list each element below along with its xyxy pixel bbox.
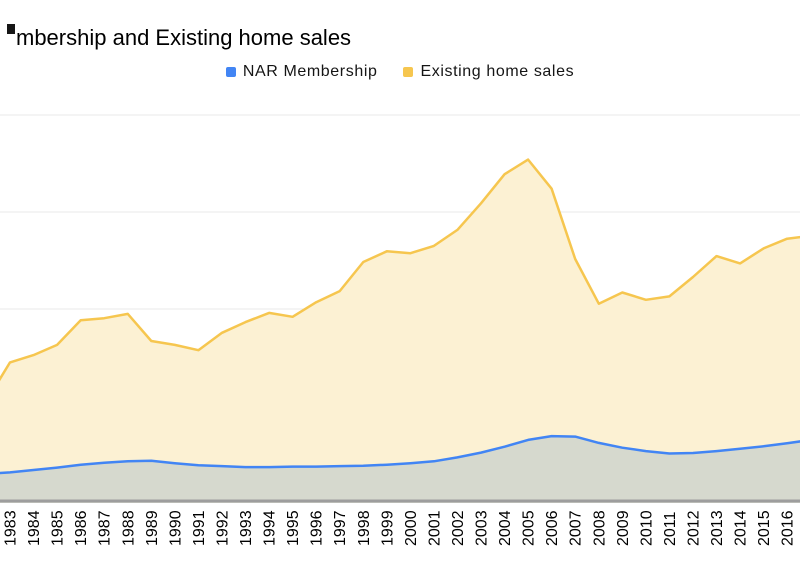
x-axis-label: 1983: [3, 510, 20, 546]
x-axis-label: 1985: [50, 510, 67, 546]
x-axis-line: [0, 499, 800, 503]
x-axis-label: 1989: [144, 510, 161, 546]
x-axis-label: 2015: [756, 510, 773, 546]
x-axis-label: 2003: [474, 510, 491, 546]
x-axis-label: 1999: [379, 510, 396, 546]
x-axis-label: 2013: [709, 510, 726, 546]
legend-label: Existing home sales: [420, 63, 575, 80]
x-axis-label: 2006: [544, 510, 561, 546]
legend-swatch-blue: [225, 67, 236, 77]
nar-membership-line: [0, 434, 800, 475]
x-axis-label: 1991: [191, 510, 208, 546]
x-axis-label: 1986: [73, 510, 90, 546]
legend-swatch-yellow: [403, 67, 414, 77]
x-axis-label: 2014: [733, 510, 750, 546]
x-axis-label: 2000: [403, 510, 420, 546]
x-axis-label: 2008: [591, 510, 608, 546]
x-axis-label: 1996: [309, 510, 326, 546]
x-axis-label: 1990: [167, 510, 184, 546]
x-axis-label: 2011: [662, 511, 679, 546]
x-axis-label: 2007: [568, 510, 585, 546]
existing-home-sales-line: [0, 158, 800, 382]
existing-home-sales-area: [0, 159, 800, 503]
x-axis-label: 1998: [356, 510, 373, 546]
x-axis-label: 1984: [26, 510, 43, 546]
nar-membership-area: [0, 436, 800, 503]
x-axis-label: 1988: [120, 510, 137, 546]
x-axis-label: 2010: [638, 510, 655, 546]
cropped-ui-fragment: [7, 24, 15, 34]
x-axis-label: 2005: [521, 510, 538, 546]
chart-legend: NAR Membership Existing home sales: [0, 63, 800, 81]
chart-title: mbership and Existing home sales: [16, 25, 352, 50]
x-axis-label: 2002: [450, 510, 467, 546]
x-axis-label: 2001: [426, 510, 443, 546]
x-axis-label: 2004: [497, 510, 514, 546]
legend-item-existing-home-sales: Existing home sales: [403, 63, 574, 81]
x-axis-label: 1987: [97, 510, 114, 546]
x-axis-label: 1997: [332, 510, 349, 546]
x-axis-label: 1992: [214, 510, 231, 546]
legend-item-nar-membership: NAR Membership: [225, 63, 378, 81]
legend-label: NAR Membership: [242, 63, 378, 80]
x-axis-label: 2012: [685, 510, 702, 546]
x-axis-label: 2009: [615, 510, 632, 546]
x-axis-label: 1994: [262, 510, 279, 546]
x-axis-label: 2016: [780, 510, 797, 546]
x-axis-label: 1995: [285, 510, 302, 546]
x-axis-label: 1993: [238, 510, 255, 546]
